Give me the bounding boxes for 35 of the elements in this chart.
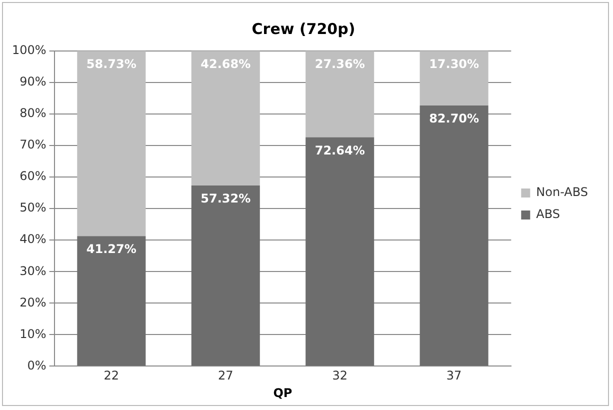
data-label: 72.64%	[314, 143, 365, 158]
y-tick-label: 70%	[20, 138, 46, 152]
bar	[420, 106, 488, 366]
y-tick-label: 80%	[20, 106, 46, 120]
y-tick-label: 60%	[20, 169, 46, 184]
bar	[306, 51, 374, 138]
y-tick-label: 50%	[20, 200, 46, 215]
y-tick-label: 90%	[20, 74, 46, 89]
data-label: 41.27%	[86, 242, 136, 256]
data-label: 42.68%	[200, 57, 251, 72]
bar	[191, 186, 260, 366]
legend-label: Non-ABS	[536, 185, 588, 200]
data-label: 58.73%	[86, 57, 136, 72]
data-label: 17.30%	[429, 57, 480, 72]
x-tick-label: 37	[446, 368, 462, 383]
y-tick-label: 0%	[27, 358, 46, 372]
y-tick-label: 100%	[12, 43, 46, 58]
data-label: 27.36%	[314, 57, 365, 72]
x-tick-label: 22	[104, 368, 120, 383]
y-tick-label: 40%	[20, 232, 46, 246]
y-tick-label: 20%	[20, 295, 46, 310]
bar	[77, 51, 146, 236]
y-tick-label: 10%	[20, 326, 46, 341]
x-axis-title: QP	[273, 386, 292, 400]
x-tick-label: 32	[332, 368, 348, 383]
y-tick-label: 30%	[20, 264, 46, 278]
data-label: 57.32%	[200, 192, 251, 206]
bar	[191, 51, 260, 186]
chart-title: Crew (720p)	[252, 20, 356, 38]
x-tick-label: 27	[218, 368, 234, 383]
data-label: 82.70%	[429, 112, 480, 126]
legend-label: ABS	[536, 207, 560, 222]
bar	[306, 137, 374, 366]
bar	[77, 236, 146, 366]
bar	[420, 51, 488, 106]
